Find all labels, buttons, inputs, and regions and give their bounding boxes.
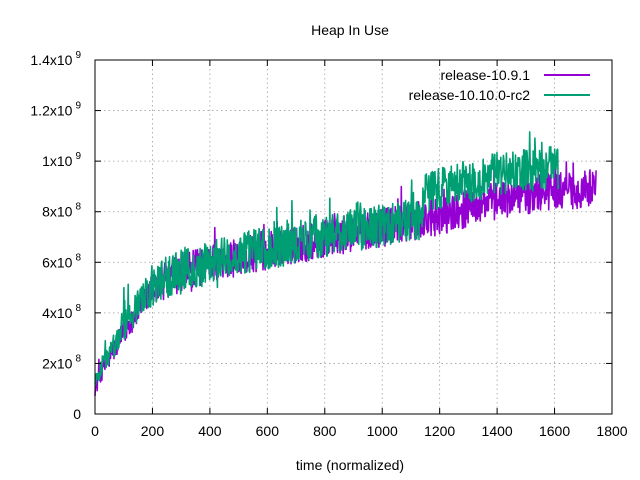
x-tick-label: 1000 [367, 423, 398, 439]
legend-label-1: release-10.9.1 [440, 67, 530, 83]
y-tick-label: 2x10 8 [42, 353, 81, 371]
y-tick-label: 6x10 8 [42, 252, 81, 270]
plot-frame [94, 59, 613, 415]
x-tick-label: 600 [256, 423, 280, 439]
x-axis-label: time (normalized) [296, 457, 404, 473]
x-tick-label: 800 [313, 423, 337, 439]
x-tick-label: 400 [198, 423, 222, 439]
series-layer [94, 131, 597, 397]
series-line-2 [94, 131, 560, 386]
chart-title: Heap In Use [311, 22, 389, 38]
y-tick-label: 1.4x10 9 [30, 50, 81, 68]
x-tick-label: 1400 [482, 423, 513, 439]
legend-label-2: release-10.10.0-rc2 [409, 87, 531, 103]
legend: release-10.9.1 release-10.10.0-rc2 [409, 67, 590, 103]
x-tick-label: 1800 [596, 423, 627, 439]
y-tick-label: 1x10 9 [42, 151, 81, 169]
x-tick-label: 0 [91, 423, 99, 439]
x-tick-label: 1200 [424, 423, 455, 439]
x-tick-label: 1600 [539, 423, 570, 439]
y-tick-label: 8x10 8 [42, 202, 81, 220]
ticks-layer: 0 200 400 600 800 1000 1200 1400 1600 1800 0 2x10 8 4… [30, 50, 627, 439]
x-tick-label: 200 [141, 423, 165, 439]
y-tick-label: 0 [73, 406, 81, 422]
y-tick-label: 1.2x10 9 [30, 101, 81, 119]
y-tick-label: 4x10 8 [42, 303, 81, 321]
